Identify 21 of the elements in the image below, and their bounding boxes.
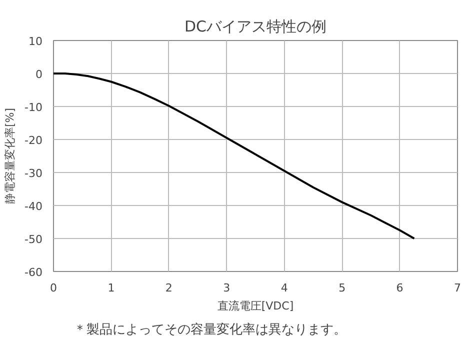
y-tick-label: -60 bbox=[24, 266, 42, 279]
x-tick-label: 3 bbox=[223, 282, 230, 294]
x-axis-title: 直流電圧[VDC] bbox=[217, 300, 294, 312]
y-tick-label: -40 bbox=[24, 200, 42, 213]
y-axis-title: 静電容量変化率[%] bbox=[4, 108, 17, 204]
chart-title: DCバイアス特性の例 bbox=[184, 18, 327, 36]
y-tick-label: -20 bbox=[24, 134, 42, 147]
x-tick-label: 1 bbox=[108, 282, 115, 294]
y-tick-label: 10 bbox=[28, 35, 43, 48]
x-tick-label: 0 bbox=[50, 282, 57, 294]
y-tick-label: 0 bbox=[36, 68, 42, 81]
x-tick-label: 6 bbox=[396, 282, 404, 294]
text: ＊製品によってその容量変化率は異なります。 bbox=[74, 322, 346, 338]
x-tick-label: 7 bbox=[454, 282, 461, 294]
y-tick-label: -10 bbox=[24, 101, 42, 114]
x-tick-label: 2 bbox=[165, 282, 172, 294]
y-tick-label: -50 bbox=[24, 233, 42, 246]
x-tick-label: 5 bbox=[338, 282, 346, 294]
x-tick-label: 4 bbox=[280, 282, 288, 294]
y-tick-label: -30 bbox=[24, 167, 42, 180]
line-series bbox=[54, 72, 416, 240]
